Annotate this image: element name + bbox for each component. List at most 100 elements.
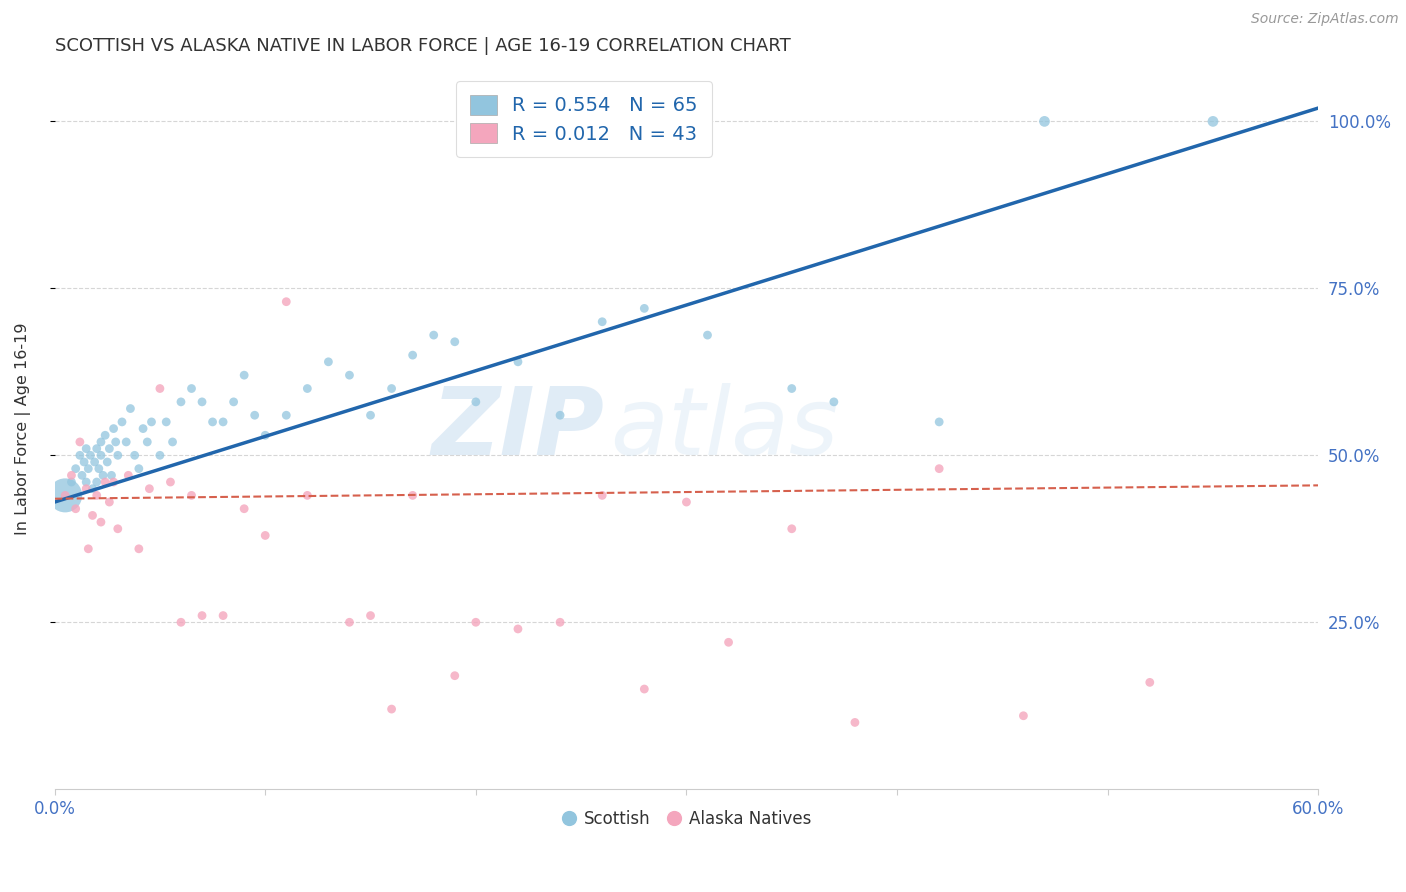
- Point: [1012, 708, 1035, 723]
- Point: [79, 448, 101, 462]
- Point: [83, 455, 105, 469]
- Point: [69, 434, 91, 449]
- Point: [117, 468, 139, 483]
- Point: [222, 395, 245, 409]
- Point: [1202, 114, 1225, 128]
- Point: [149, 448, 172, 462]
- Point: [170, 395, 193, 409]
- Point: [77, 541, 100, 556]
- Point: [443, 334, 465, 349]
- Point: [318, 355, 340, 369]
- Point: [90, 434, 112, 449]
- Point: [136, 434, 159, 449]
- Point: [141, 415, 163, 429]
- Point: [1139, 675, 1161, 690]
- Point: [633, 681, 655, 696]
- Legend: Scottish, Alaska Natives: Scottish, Alaska Natives: [555, 804, 818, 835]
- Point: [717, 635, 740, 649]
- Point: [633, 301, 655, 316]
- Point: [180, 488, 202, 502]
- Point: [548, 409, 571, 423]
- Point: [401, 348, 423, 362]
- Point: [75, 442, 97, 456]
- Point: [591, 488, 613, 502]
- Point: [155, 415, 177, 429]
- Point: [297, 488, 319, 502]
- Point: [191, 608, 214, 623]
- Point: [162, 434, 184, 449]
- Point: [339, 615, 361, 630]
- Point: [60, 468, 83, 483]
- Point: [823, 395, 845, 409]
- Point: [128, 461, 150, 475]
- Point: [100, 468, 122, 483]
- Point: [696, 328, 718, 343]
- Point: [91, 468, 114, 483]
- Point: [69, 448, 91, 462]
- Point: [212, 415, 235, 429]
- Point: [254, 428, 277, 442]
- Point: [115, 434, 138, 449]
- Point: [73, 455, 96, 469]
- Point: [180, 382, 202, 396]
- Point: [53, 488, 76, 502]
- Text: Source: ZipAtlas.com: Source: ZipAtlas.com: [1251, 12, 1399, 26]
- Point: [928, 461, 950, 475]
- Point: [464, 615, 486, 630]
- Point: [401, 488, 423, 502]
- Point: [170, 615, 193, 630]
- Point: [506, 622, 529, 636]
- Point: [96, 455, 118, 469]
- Point: [360, 608, 382, 623]
- Point: [276, 294, 298, 309]
- Point: [107, 448, 129, 462]
- Point: [780, 382, 803, 396]
- Point: [75, 482, 97, 496]
- Point: [98, 495, 121, 509]
- Point: [120, 401, 142, 416]
- Text: ZIP: ZIP: [432, 383, 605, 475]
- Point: [254, 528, 277, 542]
- Point: [90, 448, 112, 462]
- Point: [675, 495, 697, 509]
- Point: [339, 368, 361, 383]
- Point: [138, 482, 160, 496]
- Point: [591, 315, 613, 329]
- Point: [381, 382, 404, 396]
- Point: [506, 355, 529, 369]
- Point: [201, 415, 224, 429]
- Point: [159, 475, 181, 489]
- Point: [103, 421, 125, 435]
- Point: [132, 421, 155, 435]
- Point: [82, 482, 104, 496]
- Point: [548, 615, 571, 630]
- Text: SCOTTISH VS ALASKA NATIVE IN LABOR FORCE | AGE 16-19 CORRELATION CHART: SCOTTISH VS ALASKA NATIVE IN LABOR FORCE…: [55, 37, 790, 55]
- Point: [87, 461, 110, 475]
- Point: [928, 415, 950, 429]
- Text: atlas: atlas: [610, 383, 839, 474]
- Point: [77, 461, 100, 475]
- Point: [82, 508, 104, 523]
- Point: [422, 328, 444, 343]
- Point: [86, 442, 108, 456]
- Point: [243, 409, 266, 423]
- Point: [103, 475, 125, 489]
- Point: [191, 395, 214, 409]
- Point: [360, 409, 382, 423]
- Point: [464, 395, 486, 409]
- Point: [104, 434, 127, 449]
- Point: [297, 382, 319, 396]
- Point: [65, 461, 87, 475]
- Point: [233, 368, 256, 383]
- Point: [1033, 114, 1056, 128]
- Point: [381, 702, 404, 716]
- Point: [53, 488, 76, 502]
- Point: [75, 475, 97, 489]
- Point: [443, 668, 465, 682]
- Point: [90, 515, 112, 529]
- Point: [111, 415, 134, 429]
- Y-axis label: In Labor Force | Age 16-19: In Labor Force | Age 16-19: [15, 322, 31, 535]
- Point: [70, 468, 93, 483]
- Point: [124, 448, 146, 462]
- Point: [233, 501, 256, 516]
